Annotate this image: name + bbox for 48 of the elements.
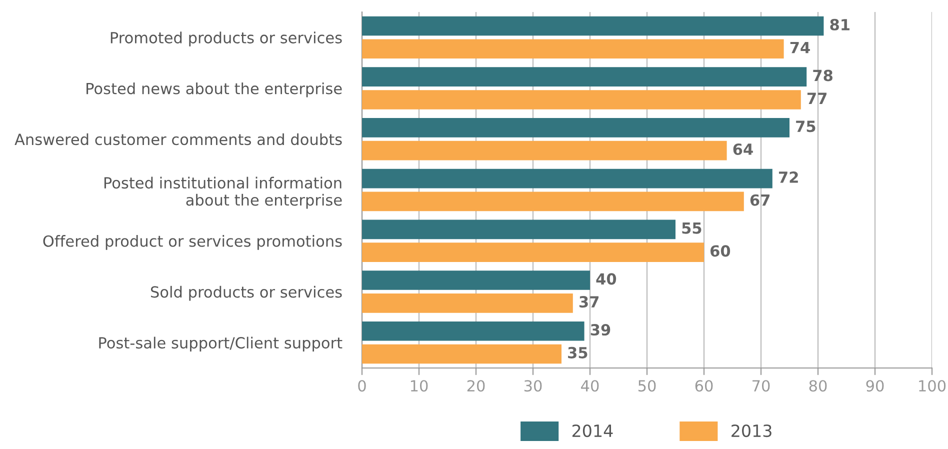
x-tick-label: 70 — [752, 380, 770, 392]
data-label: 55 — [682, 222, 702, 234]
x-tick-label: 30 — [524, 380, 542, 392]
y-tick-label: Posted news about the enterprise — [86, 82, 342, 98]
data-label: 78 — [813, 70, 832, 82]
x-tick-label: 90 — [866, 380, 884, 392]
bar — [362, 192, 744, 212]
y-tick-label: Answered customer comments and doubts — [14, 133, 342, 146]
bar — [362, 168, 772, 188]
bar — [362, 118, 790, 138]
bar — [362, 16, 824, 36]
data-label: 39 — [590, 324, 610, 336]
x-tick-label: 60 — [695, 380, 713, 392]
bar — [362, 140, 727, 160]
data-label: 37 — [579, 296, 598, 308]
legend-label: 2013 — [732, 424, 772, 438]
data-label: 74 — [790, 42, 810, 54]
x-tick-label: 20 — [467, 380, 485, 392]
bar — [362, 293, 573, 313]
data-label: 40 — [596, 273, 616, 285]
data-label: 64 — [733, 143, 753, 156]
bar — [362, 39, 784, 59]
bar — [362, 90, 801, 110]
y-tick-label: Promoted products or services — [110, 32, 342, 46]
bar — [362, 67, 807, 87]
x-tick-label: 50 — [638, 380, 656, 392]
y-tick-label: Posted institutional information about the enterprise — [104, 176, 342, 209]
data-label: 75 — [796, 120, 816, 132]
x-tick-label: 10 — [410, 380, 428, 392]
bar — [362, 270, 590, 290]
data-label: 35 — [568, 346, 588, 358]
x-tick-label: 100 — [919, 380, 946, 392]
y-tick-label: Post-sale support/Client support — [99, 336, 342, 352]
bar — [362, 220, 676, 240]
legend-label: 2014 — [572, 424, 613, 438]
data-label: 81 — [830, 18, 850, 30]
y-tick-label: Offered product or services promotions — [43, 235, 342, 250]
bar — [362, 321, 584, 341]
bar — [362, 242, 704, 262]
x-tick-label: 0 — [358, 380, 366, 392]
bar — [362, 344, 562, 364]
data-label: 77 — [807, 92, 826, 104]
data-label: 67 — [750, 194, 770, 206]
x-tick-label: 40 — [581, 380, 599, 392]
data-label: 60 — [710, 245, 730, 257]
data-label: 72 — [778, 171, 798, 183]
y-tick-label: Sold products or services — [150, 286, 342, 301]
x-tick-label: 80 — [809, 380, 827, 392]
